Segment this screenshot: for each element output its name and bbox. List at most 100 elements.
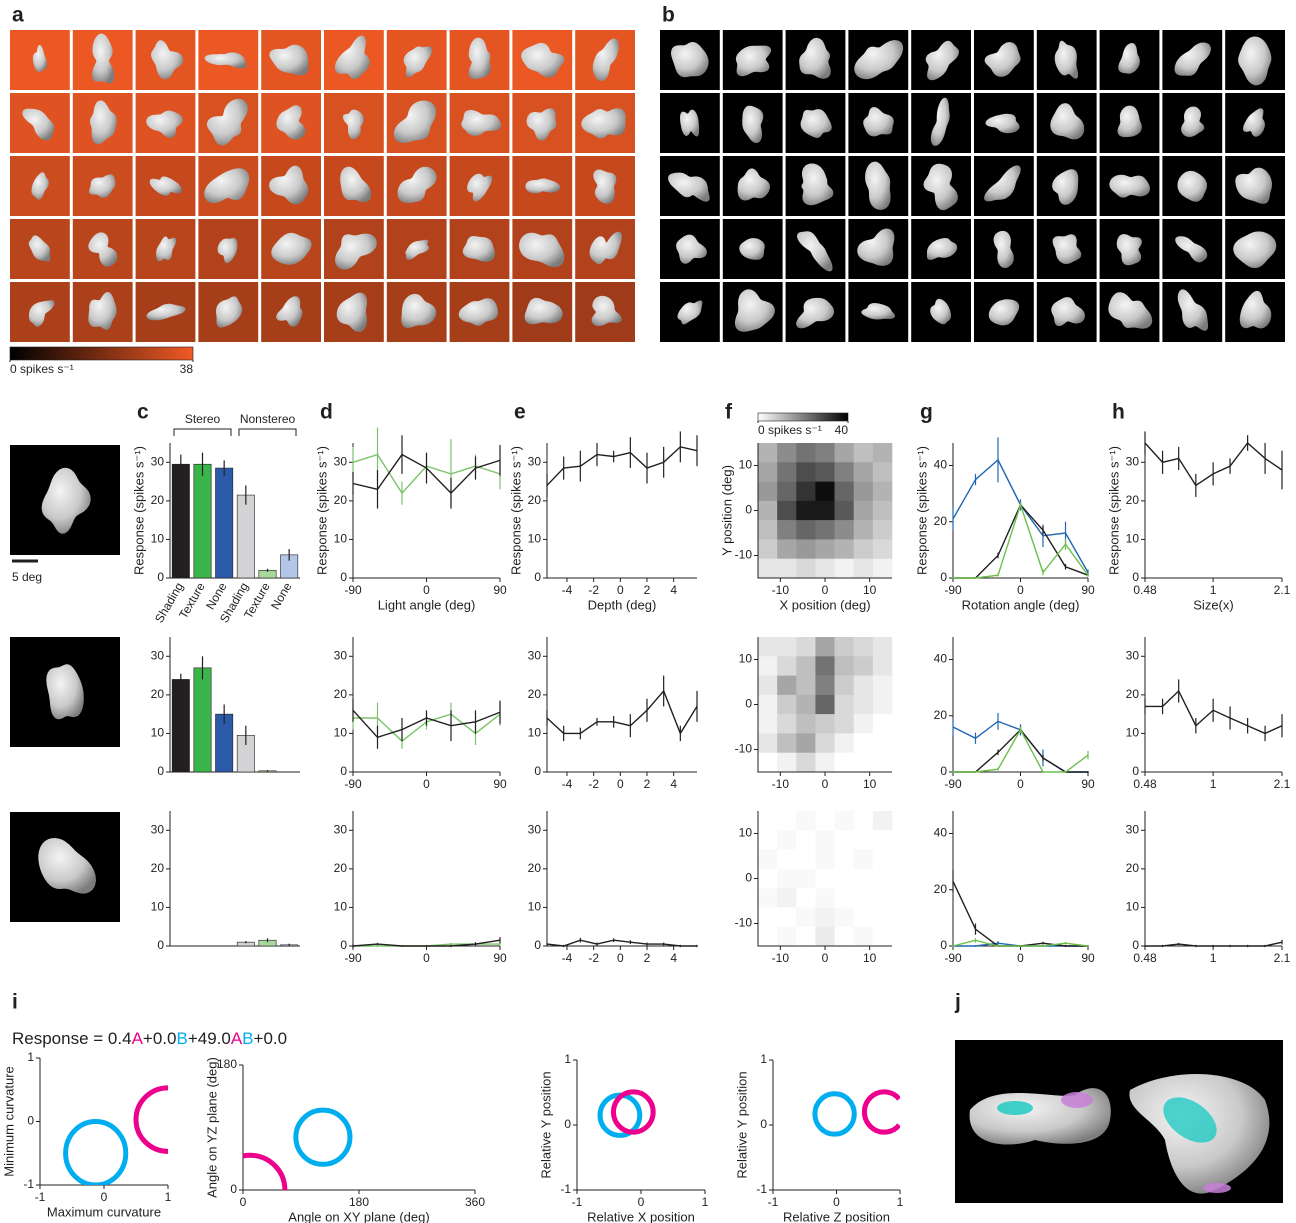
bar — [216, 468, 233, 578]
heat-cell — [777, 714, 796, 734]
x-tick-label: 10 — [863, 777, 877, 791]
y-tick-label: 30 — [1126, 648, 1140, 662]
x-tick-label: -90 — [944, 583, 962, 597]
heat-cell — [796, 907, 815, 927]
x-tick-label: 0 — [1017, 777, 1024, 791]
heat-cell — [815, 520, 834, 540]
x-tick-label: 2 — [644, 777, 651, 791]
y-tick-label: 0 — [157, 938, 164, 952]
x-tick-label: 90 — [1081, 583, 1095, 597]
heat-cell — [777, 656, 796, 676]
figure: Response = 0.4A+0.0B+49.0AB+0.0 5 deg 0 … — [0, 0, 1296, 1223]
colorbar-label: 0 spikes s⁻¹ — [10, 362, 74, 376]
feature-arc — [864, 1092, 899, 1132]
group-label: Nonstereo — [240, 412, 296, 426]
heat-cell — [796, 927, 815, 947]
y-tick-label: 0 — [760, 1117, 767, 1131]
heat-cell — [796, 753, 815, 773]
y-tick-label: 180 — [217, 1057, 237, 1071]
heat-cell — [777, 850, 796, 870]
colorbar — [758, 413, 848, 421]
y-tick-label: 10 — [151, 726, 165, 740]
heat-cell — [854, 888, 873, 908]
heat-cell — [796, 888, 815, 908]
equation-part: Response = 0.4 — [12, 1029, 132, 1048]
y-tick-label: 1 — [760, 1052, 767, 1066]
y-tick-label: 20 — [334, 493, 348, 507]
heat-cell — [873, 462, 892, 482]
heat-cell — [758, 733, 777, 753]
y-tick-label: -1 — [23, 1177, 34, 1191]
plot-area — [215, 1110, 350, 1223]
axis-line — [773, 1060, 900, 1190]
y-tick-label: 10 — [528, 726, 542, 740]
heat-cell — [873, 907, 892, 927]
heat-cell — [835, 539, 854, 559]
heat-cell — [815, 869, 834, 889]
y-axis-label: Relative Y position — [538, 1071, 553, 1178]
y-tick-label: 10 — [739, 458, 753, 472]
x-tick-label: -2 — [588, 951, 599, 965]
heat-cell — [758, 539, 777, 559]
y-tick-label: 40 — [934, 458, 948, 472]
x-tick-label: 2.1 — [1274, 583, 1291, 597]
heat-cell — [835, 753, 854, 773]
series-line — [953, 730, 1088, 772]
y-tick-label: 0 — [534, 764, 541, 778]
y-tick-label: 0 — [340, 938, 347, 952]
x-tick-label: 0 — [617, 777, 624, 791]
heat-cell — [758, 830, 777, 850]
y-tick-label: 30 — [1126, 454, 1140, 468]
heat-cell — [796, 462, 815, 482]
x-tick-label: 0.48 — [1133, 777, 1157, 791]
feature-circle — [66, 1122, 126, 1186]
heat-cell — [854, 907, 873, 927]
heat-cell — [854, 559, 873, 579]
heat-cell — [873, 830, 892, 850]
y-tick-label: 20 — [528, 687, 542, 701]
x-tick-label: 0 — [638, 1195, 645, 1209]
y-tick-label: 20 — [934, 882, 948, 896]
heat-cell — [777, 482, 796, 502]
y-tick-label: 20 — [1126, 687, 1140, 701]
heat-cell — [815, 443, 834, 463]
y-tick-label: -10 — [735, 548, 753, 562]
y-tick-label: 20 — [934, 514, 948, 528]
series-line — [953, 730, 1088, 772]
panel-letter: h — [1112, 401, 1125, 424]
y-tick-label: 40 — [934, 652, 948, 666]
heat-cell — [815, 733, 834, 753]
heat-cell — [835, 830, 854, 850]
heat-cell — [758, 907, 777, 927]
x-tick-label: 2.1 — [1274, 777, 1291, 791]
panel-letter: j — [954, 991, 961, 1014]
y-tick-label: 30 — [528, 822, 542, 836]
equation-part: A — [231, 1029, 243, 1048]
y-axis-label: Response (spikes s⁻¹) — [1106, 446, 1121, 575]
heat-cell — [777, 559, 796, 579]
axis-line — [577, 1060, 705, 1190]
panel-letter: e — [514, 401, 526, 424]
y-tick-label: 0 — [340, 764, 347, 778]
x-axis-label: Angle on XY plane (deg) — [288, 1209, 429, 1223]
heat-cell — [854, 656, 873, 676]
x-tick-label: 180 — [349, 1195, 369, 1209]
y-axis-label: Response (spikes s⁻¹) — [131, 446, 146, 575]
heat-cell — [835, 656, 854, 676]
colorbar-label: 40 — [835, 423, 849, 437]
y-tick-label: 30 — [151, 648, 165, 662]
heat-cell — [796, 559, 815, 579]
y-tick-label: 0 — [745, 503, 752, 517]
page: {"figure": { "equation": ["Response = 0.… — [0, 0, 1296, 1223]
heat-cell — [854, 811, 873, 831]
x-tick-label: 4 — [670, 583, 677, 597]
heat-cell — [854, 520, 873, 540]
heat-cell — [758, 869, 777, 889]
x-axis-label: X position (deg) — [779, 597, 870, 612]
x-tick-label: -1 — [35, 1190, 46, 1204]
series-line — [547, 940, 697, 946]
heat-cell — [854, 482, 873, 502]
x-tick-label: 0 — [423, 777, 430, 791]
heat-cell — [777, 753, 796, 773]
heat-cell — [873, 443, 892, 463]
